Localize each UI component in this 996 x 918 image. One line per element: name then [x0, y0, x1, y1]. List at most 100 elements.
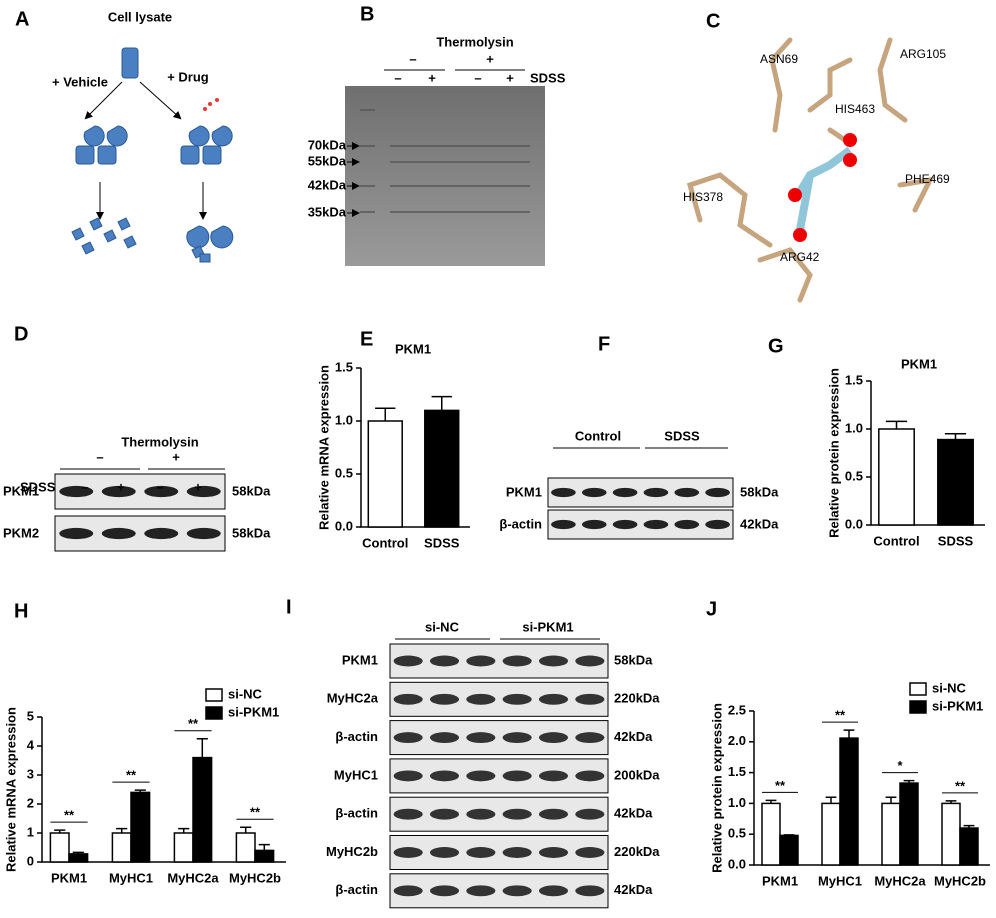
- protein-label: β-actin: [335, 806, 378, 821]
- y-axis-label: Relative protein expression: [826, 368, 841, 538]
- band: [429, 693, 460, 705]
- y-tick-label: 0.5: [845, 468, 863, 483]
- band: [429, 847, 460, 858]
- band: [393, 770, 423, 782]
- band: [575, 847, 605, 858]
- band: [538, 770, 569, 782]
- blot-row: [547, 477, 734, 508]
- x-tick-label: MyHC2b: [934, 873, 986, 888]
- d-treatment: Thermolysin: [121, 434, 198, 449]
- band: [551, 487, 576, 498]
- residue-label: ARG42: [780, 250, 820, 264]
- band: [466, 847, 496, 858]
- x-tick-label: MyHC1: [818, 873, 862, 888]
- band: [643, 487, 669, 498]
- x-tick-label: SDSS: [938, 533, 974, 548]
- band: [581, 487, 607, 498]
- b-sdss-level: +: [428, 70, 436, 85]
- band: [466, 693, 496, 705]
- bar: [881, 802, 901, 866]
- panel-label: F: [598, 333, 610, 355]
- size-label: 220kDa: [614, 844, 660, 859]
- significance-label: **: [955, 778, 966, 793]
- band: [502, 808, 532, 820]
- band: [429, 732, 460, 744]
- bar: [878, 428, 915, 526]
- significance-label: **: [126, 768, 137, 783]
- error-bar: [178, 827, 190, 833]
- size-label: 42kDa: [740, 516, 779, 531]
- a-vehicle: + Vehicle: [52, 74, 108, 89]
- y-axis-label: Relative mRNA expression: [3, 707, 18, 872]
- blot-row: [389, 873, 609, 909]
- band: [538, 885, 569, 897]
- y-tick-label: 0.0: [845, 516, 863, 531]
- residue-label: ARG105: [900, 47, 946, 61]
- y-tick-label: 1.0: [845, 420, 863, 435]
- band: [429, 885, 460, 897]
- b-sdss: SDSS: [530, 70, 566, 85]
- bar: [761, 802, 781, 866]
- legend-label: si-PKM1: [932, 698, 983, 713]
- error-bar: [963, 824, 975, 829]
- band: [393, 885, 423, 897]
- panel-b-gel: [345, 69, 545, 266]
- bar: [779, 834, 799, 866]
- band: [466, 808, 496, 820]
- size-label: 200kDa: [614, 767, 660, 782]
- band: [502, 655, 532, 667]
- band: [575, 885, 605, 897]
- y-tick-label: 1.5: [845, 372, 863, 387]
- band: [575, 693, 605, 705]
- band: [538, 655, 569, 667]
- band: [612, 487, 638, 498]
- drug-dots: [203, 98, 219, 111]
- b-level: +: [486, 51, 494, 66]
- y-tick-label: 1.5: [335, 359, 353, 374]
- significance-label: **: [775, 778, 786, 793]
- band: [674, 519, 700, 530]
- protein-label: β-actin: [335, 729, 378, 744]
- panel-label: D: [14, 323, 28, 345]
- legend-label: si-NC: [932, 680, 967, 695]
- y-axis-label: Relative mRNA expression: [316, 365, 331, 530]
- a-title: Cell lysate: [108, 9, 172, 24]
- x-tick-label: PKM1: [51, 870, 87, 885]
- band: [643, 519, 669, 530]
- size-label: 42kDa: [614, 806, 653, 821]
- tube: [121, 47, 139, 79]
- bar: [821, 802, 841, 866]
- bar: [941, 802, 961, 866]
- y-tick-label: 2.0: [728, 733, 746, 748]
- x-tick-label: Control: [362, 535, 408, 550]
- blot-row: [389, 681, 609, 717]
- band: [538, 732, 569, 744]
- bar: [111, 832, 132, 863]
- blot-row: [389, 720, 609, 756]
- chart-title: PKM1: [901, 356, 937, 371]
- f-group: Control: [575, 428, 621, 443]
- x-tick-label: PKM1: [762, 873, 798, 888]
- y-tick-label: 1.0: [728, 795, 746, 810]
- band: [393, 655, 423, 667]
- blot-row: [389, 758, 609, 794]
- marker-label: 35kDa: [308, 204, 347, 219]
- band: [705, 487, 730, 498]
- error-bar: [72, 851, 84, 854]
- y-tick-label: 5: [27, 708, 34, 723]
- band: [538, 847, 569, 858]
- band: [502, 885, 532, 897]
- b-sdss-level: +: [506, 70, 514, 85]
- legend-swatch: [909, 700, 927, 714]
- band: [502, 847, 532, 858]
- x-tick-label: MyHC2a: [167, 870, 219, 885]
- significance-label: **: [64, 808, 75, 823]
- band: [466, 770, 496, 782]
- band: [186, 527, 221, 540]
- legend-swatch: [205, 688, 223, 702]
- band: [674, 487, 700, 498]
- legend-swatch: [909, 682, 927, 696]
- y-tick-label: 2.5: [728, 702, 746, 717]
- error-bar: [375, 407, 396, 421]
- d-level: –: [96, 449, 103, 464]
